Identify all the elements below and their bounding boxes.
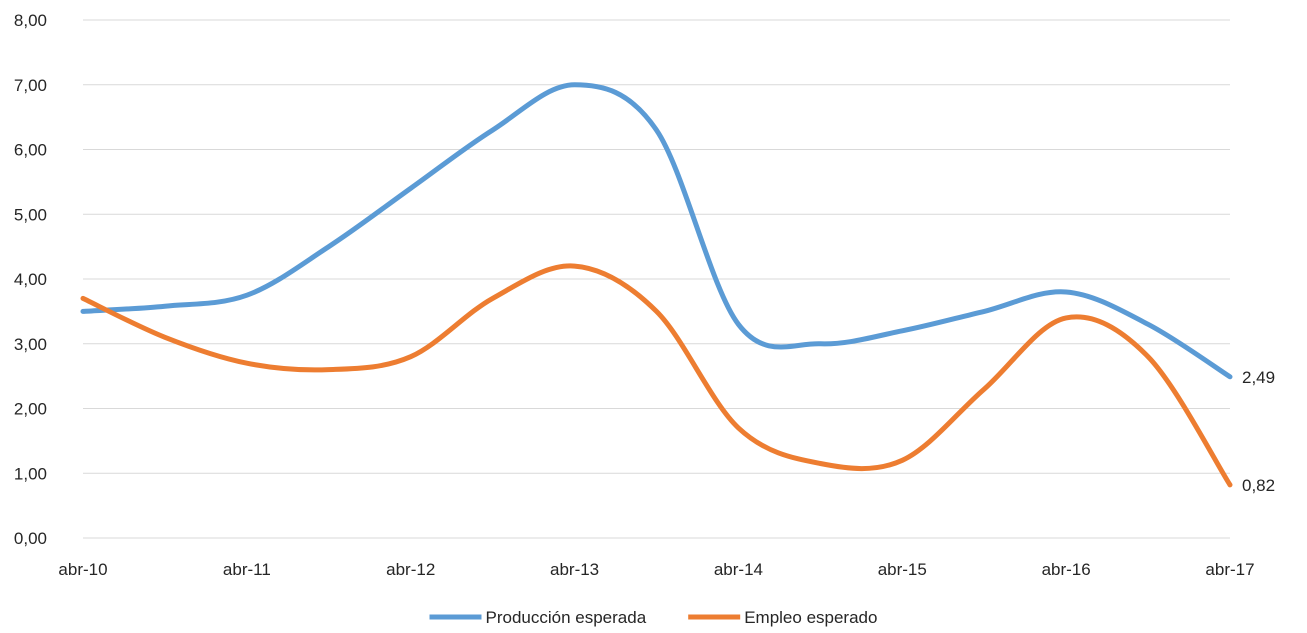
x-tick-label: abr-16: [1042, 560, 1091, 579]
series-line-0: [80, 82, 1233, 380]
x-tick-label: abr-10: [58, 560, 107, 579]
x-axis-ticks: abr-10 abr-11 abr-12 abr-13 abr-14 abr-15 abr-…: [58, 560, 1254, 579]
data-labels: 2,49 0,82: [1242, 368, 1275, 495]
y-tick-label: 0,00: [14, 529, 47, 548]
legend-label: Empleo esperado: [744, 608, 877, 627]
y-axis-ticks: 0,00 1,00 2,00 3,00 4,00 5,00 6,00 7,00 8,00: [14, 11, 47, 548]
legend-label: Producción esperada: [486, 608, 647, 627]
x-tick-label: abr-14: [714, 560, 763, 579]
series-lines: [80, 82, 1233, 488]
x-tick-label: abr-11: [223, 560, 271, 579]
y-tick-label: 6,00: [14, 141, 47, 160]
x-tick-label: abr-17: [1205, 560, 1254, 579]
data-label-1: 0,82: [1242, 476, 1275, 495]
legend-item: Empleo esperado: [688, 608, 877, 627]
x-tick-label: abr-15: [878, 560, 927, 579]
y-tick-label: 2,00: [14, 400, 47, 419]
legend-item: Producción esperada: [429, 608, 647, 627]
y-tick-label: 1,00: [14, 464, 47, 483]
y-tick-label: 4,00: [14, 270, 47, 289]
y-tick-label: 3,00: [14, 335, 47, 354]
y-tick-label: 5,00: [14, 205, 47, 224]
gridlines: [83, 19, 1230, 539]
y-tick-label: 8,00: [14, 11, 47, 30]
x-tick-label: abr-13: [550, 560, 599, 579]
series-line-1: [80, 263, 1233, 488]
y-tick-label: 7,00: [14, 76, 47, 95]
data-label-0: 2,49: [1242, 368, 1275, 387]
x-tick-label: abr-12: [386, 560, 435, 579]
legend: Producción esperada Empleo esperado: [429, 608, 877, 627]
